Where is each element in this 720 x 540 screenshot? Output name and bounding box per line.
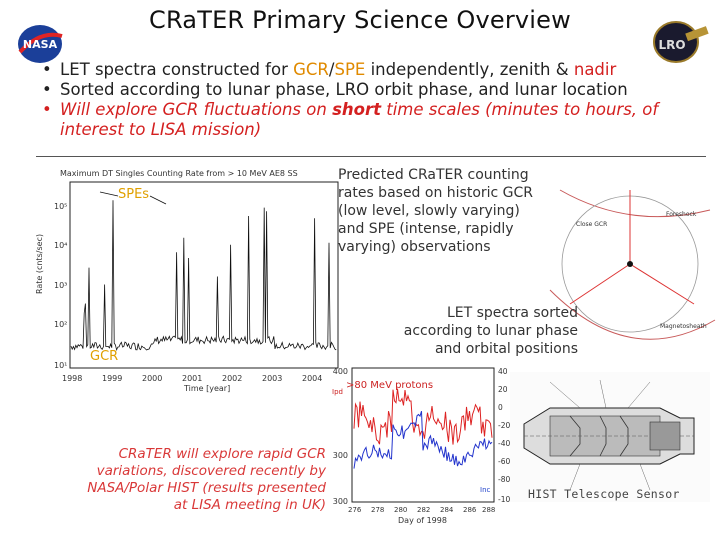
chart2-xtick: 286 <box>463 506 477 514</box>
chart1-ytick: 10³ <box>54 281 67 290</box>
caption-counting-rates: Predicted CRaTER counting rates based on… <box>338 167 534 255</box>
chart2-xlabel: Day of 1998 <box>398 516 447 525</box>
svg-text:LRO: LRO <box>658 38 685 52</box>
chart1-ytick: 10⁵ <box>54 202 67 211</box>
chart2-xtick: 280 <box>394 506 407 514</box>
orbit-label: Magnetosheath <box>660 323 707 330</box>
hist-telescope-diagram <box>510 372 710 502</box>
gcr-label: GCR <box>90 349 118 364</box>
caption-let-spectra: LET spectra sorted according to lunar ph… <box>403 305 578 357</box>
chart2-blue-trace <box>353 410 493 469</box>
chart1-xtick: 2002 <box>222 374 242 383</box>
chart2-yright: 20 <box>498 385 508 394</box>
chart2-yright: -60 <box>498 457 510 466</box>
chart2-yright: -40 <box>498 439 510 448</box>
spe-label: SPEs <box>118 187 149 202</box>
chart1-xlabel: Time [year] <box>183 384 230 393</box>
orbit-diagram: Close GCR Foreshock Magnetosheath <box>540 170 718 370</box>
chart2-xtick: 284 <box>440 506 454 514</box>
chart1-xtick: 2000 <box>142 374 162 383</box>
chart2-xtick: 282 <box>417 506 430 514</box>
lro-logo: LRO <box>646 16 710 64</box>
chart2-red-trace <box>353 388 493 445</box>
chart2-xtick: 278 <box>371 506 384 514</box>
bullet-list: LET spectra constructed for GCR/SPE inde… <box>42 60 702 140</box>
telescope-caption: HIST Telescope Sensor <box>528 487 680 501</box>
bullet-2: Sorted according to lunar phase, LRO orb… <box>42 80 702 100</box>
chart1-xtick: 2003 <box>262 374 282 383</box>
chart2-xtick: 288 <box>482 506 495 514</box>
chart1-xtick: 1999 <box>102 374 122 383</box>
chart1-ylabel: Rate (cnts/sec) <box>35 234 44 294</box>
chart2-yright: -100 <box>498 495 510 504</box>
bullet-3: Will explore GCR fluctuations on short t… <box>42 100 702 140</box>
nasa-logo: NASA <box>14 22 66 66</box>
chart1-rate-trace <box>70 200 337 352</box>
divider <box>36 156 706 157</box>
chart2-yright: 0 <box>498 403 503 412</box>
chart1-title: Maximum DT Singles Counting Rate from > … <box>60 169 298 178</box>
bullet-1: LET spectra constructed for GCR/SPE inde… <box>42 60 702 80</box>
chart2-yleft: 1300 <box>332 497 348 506</box>
chart1-xtick: 1998 <box>62 374 82 383</box>
chart2-legend-tag: Inc <box>480 486 491 494</box>
chart2-yright: -80 <box>498 475 510 484</box>
chart1-ytick: 10⁴ <box>54 241 67 250</box>
chart1-ytick: 10¹ <box>54 361 67 370</box>
svg-text:NASA: NASA <box>23 38 58 51</box>
chart1-xtick: 2004 <box>302 374 322 383</box>
chart2-yleft: 1300 <box>332 451 348 460</box>
chart2-title: >80 MeV protons <box>346 380 433 391</box>
page-title: CRaTER Primary Science Overview <box>149 6 571 34</box>
chart2-yright: 40 <box>498 367 508 376</box>
chart1-ytick: 10² <box>54 320 67 329</box>
chart2-yleft: 1400 <box>332 367 348 376</box>
chart2-xtick: 276 <box>348 506 362 514</box>
protons-chart: 1400 1300 1300 40 20 0 -20 -40 -60 -80 -… <box>328 364 516 528</box>
orbit-label: Close GCR <box>576 221 607 228</box>
chart2-tag: Ipd <box>332 388 343 396</box>
chart1-xtick: 2001 <box>182 374 202 383</box>
chart2-yright: -20 <box>498 421 510 430</box>
counting-rate-chart: Maximum DT Singles Counting Rate from > … <box>34 164 344 394</box>
orbit-label: Foreshock <box>666 211 697 218</box>
caption-rapid-gcr: CRaTER will explore rapid GCR variations… <box>87 446 326 513</box>
